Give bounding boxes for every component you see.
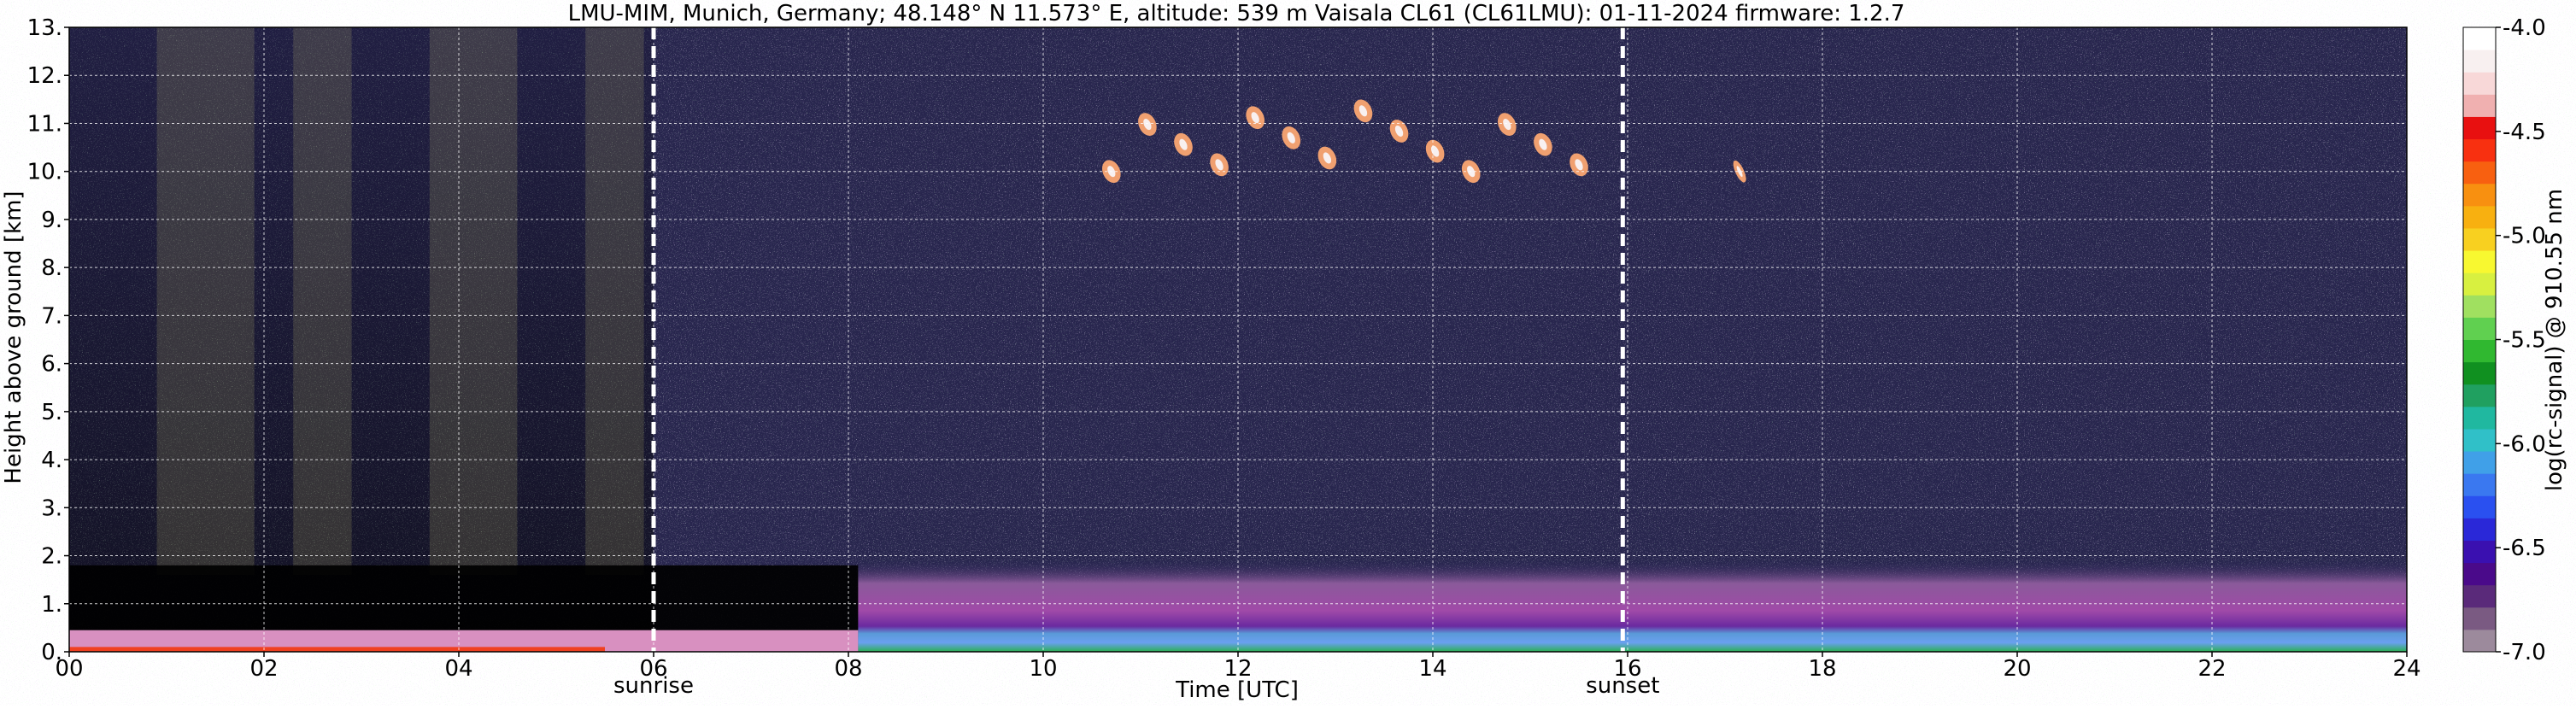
cloud-core xyxy=(1358,105,1368,117)
y-tick-label: 0. xyxy=(41,640,62,665)
y-tick-label: 6. xyxy=(41,352,62,378)
x-tick-label: 08 xyxy=(834,656,862,682)
chart-title: LMU-MIM, Munich, Germany; 48.148° N 11.5… xyxy=(568,1,1905,26)
cloud-core xyxy=(1430,145,1440,157)
y-tick-label: 2. xyxy=(41,544,62,570)
x-tick-label: 00 xyxy=(55,656,83,682)
cloud-core xyxy=(1143,119,1152,131)
colorbar-segment xyxy=(2463,72,2496,95)
marker-label-sunrise: sunrise xyxy=(613,673,694,699)
colorbar-segment xyxy=(2463,406,2496,430)
x-tick-label: 14 xyxy=(1418,656,1446,682)
cloud-core xyxy=(1215,159,1223,171)
colorbar-segment xyxy=(2463,562,2496,586)
x-tick-label: 04 xyxy=(444,656,472,682)
surface-layer-strong xyxy=(69,647,605,652)
y-tick-label: 5. xyxy=(41,400,62,425)
colorbar-segment xyxy=(2463,272,2496,296)
x-tick-label: 10 xyxy=(1029,656,1057,682)
colorbar-segment xyxy=(2463,183,2496,207)
colorbar-segment xyxy=(2463,138,2496,162)
y-tick-label: 11. xyxy=(27,111,62,137)
y-tick-label: 4. xyxy=(41,448,62,473)
night-streak xyxy=(156,27,255,576)
colorbar-tick-label: -4.5 xyxy=(2503,120,2546,145)
colorbar-segment xyxy=(2463,540,2496,564)
cloud-core xyxy=(1575,159,1583,171)
colorbar-segment xyxy=(2463,384,2496,407)
x-tick-label: 18 xyxy=(1808,656,1836,682)
colorbar-segment xyxy=(2463,116,2496,140)
night-noise xyxy=(69,27,654,652)
colorbar-segment xyxy=(2463,451,2496,474)
x-tick-label: 20 xyxy=(2003,656,2031,682)
colorbar-segment xyxy=(2463,584,2496,608)
y-tick-label: 10. xyxy=(27,160,62,185)
colorbar-segment xyxy=(2463,205,2496,229)
colorbar-segment xyxy=(2463,629,2496,653)
cloud-core xyxy=(1323,152,1332,164)
colorbar-segment xyxy=(2463,227,2496,251)
colorbar-segment xyxy=(2463,606,2496,630)
cloud-core xyxy=(1503,119,1511,131)
colorbar-segment xyxy=(2463,518,2496,541)
colorbar-segment xyxy=(2463,161,2496,185)
colorbar-tick-label: -6.0 xyxy=(2503,431,2546,457)
colorbar-segment xyxy=(2463,295,2496,318)
boundary-layer xyxy=(858,560,2407,652)
colorbar-segment xyxy=(2463,250,2496,273)
x-tick-label: 22 xyxy=(2198,656,2226,682)
marker-label-sunset: sunset xyxy=(1586,673,1659,699)
y-tick-label: 7. xyxy=(41,303,62,329)
x-tick-label: 06 xyxy=(639,656,667,682)
y-tick-label: 1. xyxy=(41,592,62,618)
x-tick-label: 24 xyxy=(2392,656,2421,682)
colorbar-tick-label: -6.5 xyxy=(2503,536,2546,561)
y-tick-label: 3. xyxy=(41,495,62,521)
colorbar-tick-label: -4.0 xyxy=(2503,15,2546,41)
low-signal-region xyxy=(69,565,859,638)
y-tick-label: 9. xyxy=(41,208,62,233)
y-axis-label: Height above ground [km] xyxy=(1,190,26,483)
night-streak xyxy=(585,27,644,576)
x-tick-label: 02 xyxy=(249,656,278,682)
colorbar-segment xyxy=(2463,339,2496,363)
colorbar-segment xyxy=(2463,495,2496,519)
colorbar-tick-label: -5.5 xyxy=(2503,328,2546,354)
colorbar-segment xyxy=(2463,27,2496,50)
night-streak xyxy=(293,27,352,576)
colorbar-tick-label: -7.0 xyxy=(2503,640,2546,665)
x-tick-label: 16 xyxy=(1613,656,1641,682)
x-axis-label: Time [UTC] xyxy=(1175,677,1299,703)
cloud-core xyxy=(1287,132,1295,144)
x-tick-label: 12 xyxy=(1223,656,1252,682)
cloud-core xyxy=(1539,138,1547,150)
colorbar-tick-label: -5.0 xyxy=(2503,224,2546,249)
y-tick-label: 12. xyxy=(27,63,62,89)
night-streak xyxy=(429,27,518,576)
y-tick-label: 13. xyxy=(27,15,62,41)
cloud-core xyxy=(1394,125,1404,138)
colorbar-segment xyxy=(2463,473,2496,496)
colorbar-segment xyxy=(2463,50,2496,73)
cloud-core xyxy=(1179,138,1188,150)
y-tick-label: 8. xyxy=(41,255,62,281)
colorbar-segment xyxy=(2463,361,2496,385)
colorbar-segment xyxy=(2463,428,2496,452)
colorbar-label: log(rc-signal) @ 910.55 nm xyxy=(2542,189,2567,491)
cloud-core xyxy=(1251,112,1259,124)
colorbar-segment xyxy=(2463,317,2496,340)
cloud-core xyxy=(1736,166,1743,178)
colorbar-segment xyxy=(2463,94,2496,117)
